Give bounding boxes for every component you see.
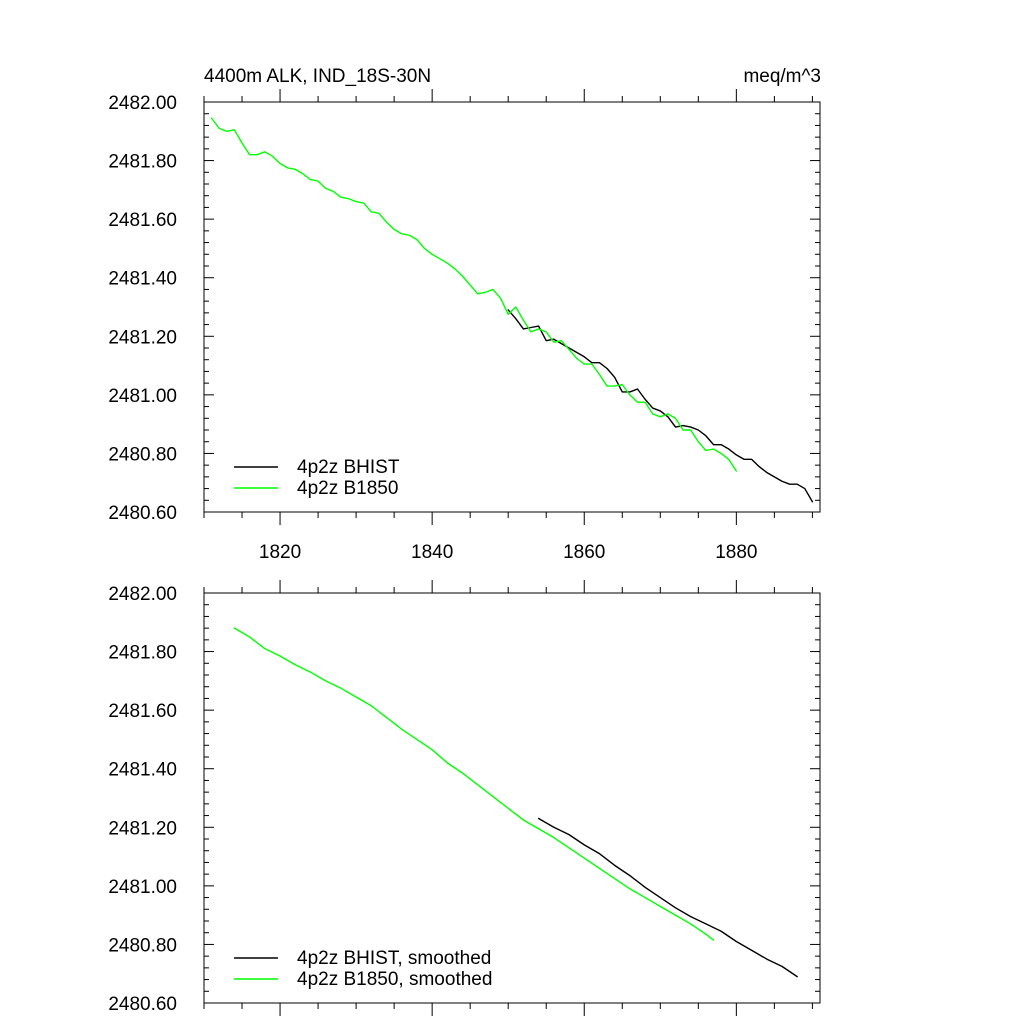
axis-ticks (203, 89, 820, 525)
legend-label: 4p2z B1850 (297, 478, 398, 499)
x-tick-label: 1820 (259, 542, 301, 563)
y-tick-label: 2481.20 (108, 327, 177, 348)
series-line (507, 309, 814, 503)
y-tick-label: 2480.80 (108, 444, 177, 465)
units-label: meq/m^3 (743, 66, 821, 87)
axis-ticks (203, 580, 820, 1016)
y-tick-label: 2480.60 (108, 994, 177, 1015)
legend-label: 4p2z BHIST, smoothed (297, 948, 491, 969)
y-tick-label: 2481.60 (108, 210, 177, 231)
series-line (210, 117, 738, 472)
y-tick-label: 2481.40 (108, 760, 177, 781)
panel-smoothed: 2480.60 2480.80 2481.00 2481.20 2481.40 2481.… (108, 580, 821, 1016)
y-tick-label: 2481.00 (108, 877, 177, 898)
x-tick-label: 1860 (563, 542, 605, 563)
y-tick-label: 2480.80 (108, 935, 177, 956)
plot-frame (203, 592, 821, 1004)
y-tick-label: 2481.80 (108, 643, 177, 664)
y-tick-label: 2481.80 (108, 152, 177, 173)
legend-label: 4p2z BHIST (297, 457, 400, 478)
plot-frame (203, 101, 821, 513)
series-line (537, 817, 798, 978)
x-tick-label: 1840 (411, 542, 453, 563)
legend-label: 4p2z B1850, smoothed (297, 969, 492, 990)
y-tick-label: 2481.20 (108, 818, 177, 839)
series-line (233, 627, 715, 941)
x-tick-label: 1880 (715, 542, 757, 563)
panel-raw: 2480.60 2480.80 2481.00 2481.20 2481.40 2481.… (108, 89, 821, 563)
y-tick-label: 2482.00 (108, 93, 177, 114)
chart-title: 4400m ALK, IND_18S-30N (204, 66, 431, 87)
y-tick-label: 2482.00 (108, 584, 177, 605)
y-tick-label: 2481.40 (108, 269, 177, 290)
y-tick-label: 2481.60 (108, 701, 177, 722)
y-tick-label: 2480.60 (108, 503, 177, 524)
y-tick-label: 2481.00 (108, 386, 177, 407)
